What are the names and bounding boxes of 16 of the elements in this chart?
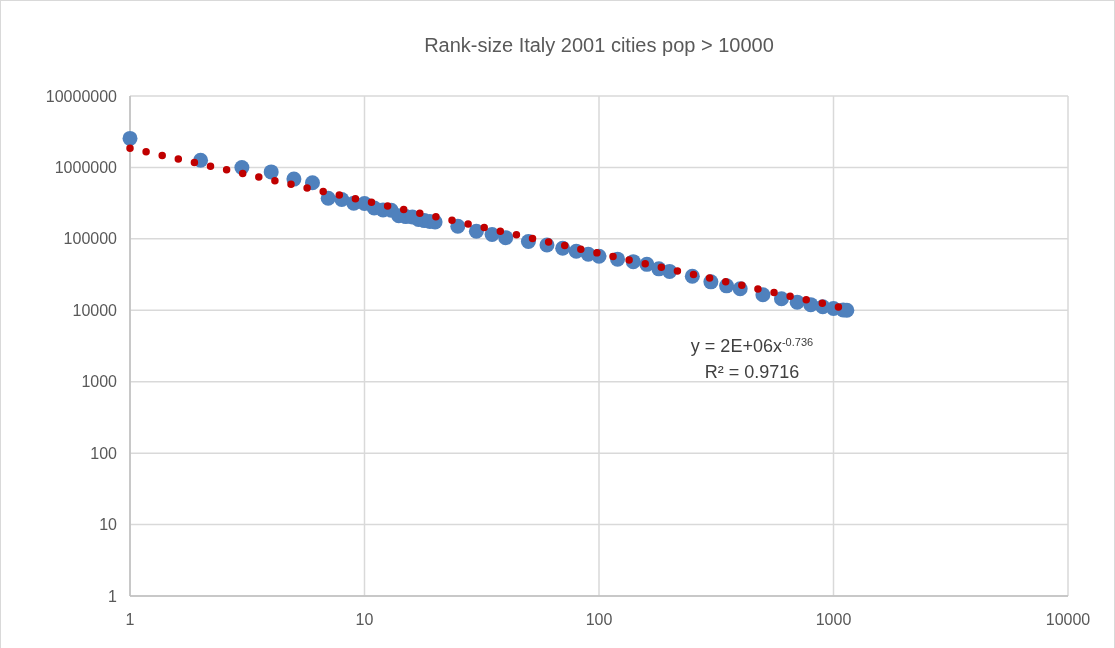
annotation: R² = 0.9716 (704, 362, 800, 382)
y-tick-label: 100000 (63, 230, 118, 248)
x-tick-label: 1 (125, 611, 135, 628)
x-tick-label: 10000 (1045, 611, 1091, 628)
y-tick-label: 1000 (81, 373, 118, 391)
x-tick-label: 100 (585, 611, 613, 628)
y-tick-label: 1000000 (54, 159, 118, 177)
y-tick-label: 10000 (72, 301, 118, 319)
chart-title: Rank-size Italy 2001 cities pop > 10000 (424, 34, 774, 56)
y-tick-label: 10000000 (45, 87, 118, 105)
y-tick-label: 1 (108, 587, 118, 605)
y-tick-label: 10 (99, 516, 118, 534)
annotation: y = 2E+06x$^{-0.736}$ (690, 336, 814, 356)
x-tick-label: 1000 (815, 611, 852, 628)
y-tick-label: 100 (90, 444, 118, 462)
x-tick-label: 10 (355, 611, 374, 628)
